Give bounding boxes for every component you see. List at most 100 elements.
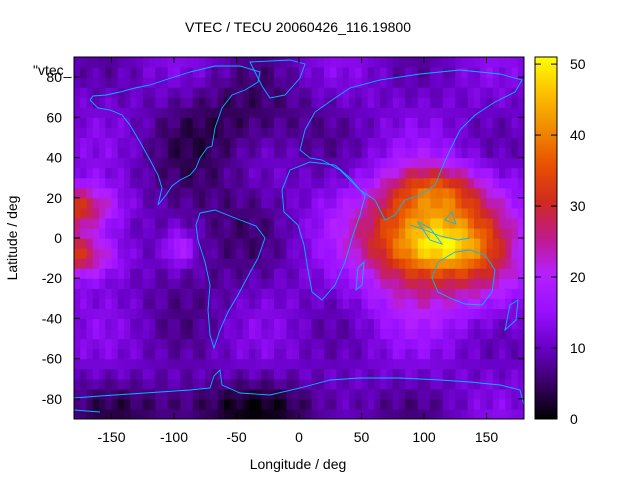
heatmap-cell: [167, 288, 175, 299]
heatmap-cell: [142, 167, 150, 179]
heatmap-cell: [167, 87, 175, 98]
heatmap-cell: [317, 197, 325, 209]
data-file-label: "vtec_: [33, 62, 72, 78]
heatmap-cell: [436, 358, 444, 370]
heatmap-cell: [449, 368, 456, 380]
heatmap-cell: [399, 177, 406, 189]
heatmap-cell: [442, 147, 450, 159]
heatmap-cell: [192, 187, 200, 199]
heatmap-cell: [86, 378, 94, 390]
heatmap-cell: [305, 368, 313, 380]
heatmap-cell: [374, 187, 381, 199]
heatmap-cell: [286, 207, 294, 219]
heatmap-cell: [449, 308, 456, 320]
heatmap-cell: [124, 137, 131, 149]
heatmap-cell: [467, 348, 475, 360]
heatmap-cell: [111, 348, 119, 360]
heatmap-cell: [249, 217, 256, 229]
heatmap-cell: [161, 398, 169, 410]
heatmap-cell: [436, 97, 444, 108]
heatmap-cell: [211, 157, 219, 169]
heatmap-cell: [342, 207, 350, 219]
heatmap-cell: [399, 147, 406, 159]
heatmap-cell: [199, 328, 206, 340]
heatmap-cell: [192, 358, 200, 370]
heatmap-cell: [161, 338, 169, 350]
heatmap-cell: [124, 408, 131, 419]
heatmap-cell: [461, 77, 469, 88]
heatmap-cell: [311, 207, 319, 219]
heatmap-cell: [511, 207, 519, 219]
heatmap-cell: [92, 298, 100, 309]
heatmap-cell: [499, 348, 506, 360]
heatmap-cell: [424, 77, 431, 88]
heatmap-cell: [161, 388, 169, 400]
coastline-madagascar: [355, 260, 365, 292]
heatmap-cell: [411, 157, 419, 169]
heatmap-cell: [324, 408, 331, 419]
heatmap-cell: [417, 238, 425, 249]
heatmap-cell: [105, 318, 113, 330]
heatmap-cell: [474, 107, 481, 118]
heatmap-cell: [399, 127, 406, 139]
heatmap-cell: [349, 288, 356, 299]
heatmap-cell: [336, 137, 344, 149]
heatmap-cell: [86, 348, 94, 360]
heatmap-cell: [517, 268, 524, 279]
heatmap-cell: [105, 107, 113, 118]
heatmap-cell: [305, 107, 313, 118]
heatmap-cell: [367, 137, 375, 149]
heatmap-cell: [511, 107, 519, 118]
heatmap-cell: [386, 338, 394, 350]
heatmap-cell: [286, 268, 294, 279]
heatmap-cell: [424, 378, 431, 390]
heatmap-cell: [299, 177, 306, 189]
heatmap-cell: [261, 298, 269, 309]
heatmap-cell: [292, 278, 300, 289]
heatmap-cell: [480, 308, 488, 320]
heatmap-cell: [505, 408, 513, 419]
heatmap-cell: [167, 187, 175, 199]
heatmap-cell: [392, 177, 400, 189]
coastline-eurasia: [299, 69, 523, 221]
heatmap-cell: [424, 318, 431, 330]
heatmap-cell: [505, 177, 513, 189]
heatmap-cell: [449, 157, 456, 169]
heatmap-cell: [511, 167, 519, 179]
heatmap-cell: [336, 97, 344, 108]
heatmap-cell: [130, 147, 138, 159]
heatmap-cell: [461, 248, 469, 259]
heatmap-cell: [142, 268, 150, 279]
heatmap-cell: [180, 57, 188, 68]
heatmap-cell: [174, 388, 181, 400]
heatmap-cell: [411, 288, 419, 299]
heatmap-cell: [180, 97, 188, 108]
heatmap-cell: [236, 77, 244, 88]
heatmap-cell: [480, 378, 488, 390]
heatmap-cell: [99, 117, 106, 128]
heatmap-cell: [80, 137, 88, 149]
heatmap-cell: [174, 197, 181, 209]
heatmap-cell: [211, 258, 219, 269]
heatmap-cell: [186, 87, 194, 98]
heatmap-cell: [467, 378, 475, 390]
heatmap-cell: [155, 368, 163, 380]
heatmap-cell: [249, 258, 256, 269]
heatmap-cell: [80, 408, 88, 419]
heatmap-cell: [92, 348, 100, 360]
heatmap-cell: [124, 378, 131, 390]
heatmap-cell: [299, 338, 306, 350]
heatmap-cell: [80, 217, 88, 229]
heatmap-cell: [424, 177, 431, 189]
heatmap-cell: [517, 207, 524, 219]
heatmap-cell: [511, 298, 519, 309]
heatmap-cell: [355, 358, 363, 370]
heatmap-cell: [180, 388, 188, 400]
heatmap-cell: [111, 77, 119, 88]
heatmap-cell: [380, 238, 388, 249]
heatmap-cell: [411, 77, 419, 88]
heatmap-cell: [255, 107, 263, 118]
heatmap-cell: [186, 368, 194, 380]
heatmap-cell: [136, 378, 144, 390]
heatmap-cell: [286, 358, 294, 370]
